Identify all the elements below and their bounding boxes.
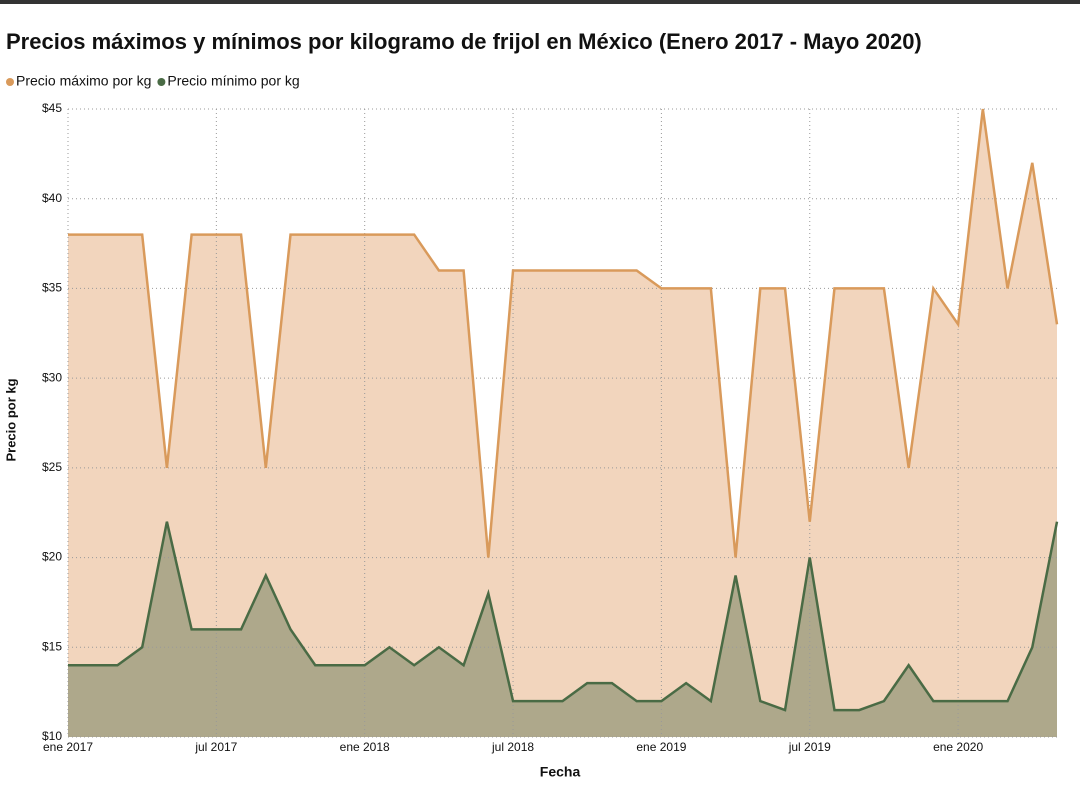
y-tick-label: $10 bbox=[42, 729, 62, 743]
x-tick-label: ene 2020 bbox=[933, 740, 983, 754]
x-axis-label: Fecha bbox=[540, 764, 581, 780]
top-border bbox=[0, 0, 1080, 4]
legend-marker bbox=[6, 78, 14, 86]
y-axis-label: Precio por kg bbox=[3, 378, 18, 461]
x-tick-label: ene 2017 bbox=[43, 740, 93, 754]
area bbox=[68, 521, 1057, 737]
y-tick-label: $20 bbox=[42, 550, 62, 564]
y-tick-label: $45 bbox=[42, 101, 62, 115]
legend-label: Precio mínimo por kg bbox=[167, 73, 299, 89]
line bbox=[68, 108, 1059, 558]
y-tick-label: $30 bbox=[42, 370, 62, 384]
line bbox=[68, 521, 1059, 712]
legend-marker bbox=[157, 78, 166, 86]
chart-title: Precios máximos y mínimos por kilogramo … bbox=[6, 29, 922, 54]
y-tick-label: $35 bbox=[42, 281, 62, 295]
y-tick-label: $15 bbox=[42, 639, 62, 653]
x-tick-label: jul 2018 bbox=[491, 740, 534, 754]
x-tick-label: ene 2018 bbox=[340, 740, 390, 754]
legend-label: Precio máximo por kg bbox=[16, 73, 151, 89]
x-tick-label: jul 2019 bbox=[788, 740, 831, 754]
x-tick-label: ene 2019 bbox=[636, 740, 686, 754]
y-tick-label: $40 bbox=[42, 191, 62, 205]
x-tick-label: jul 2017 bbox=[194, 740, 237, 754]
y-tick-label: $25 bbox=[42, 460, 62, 474]
